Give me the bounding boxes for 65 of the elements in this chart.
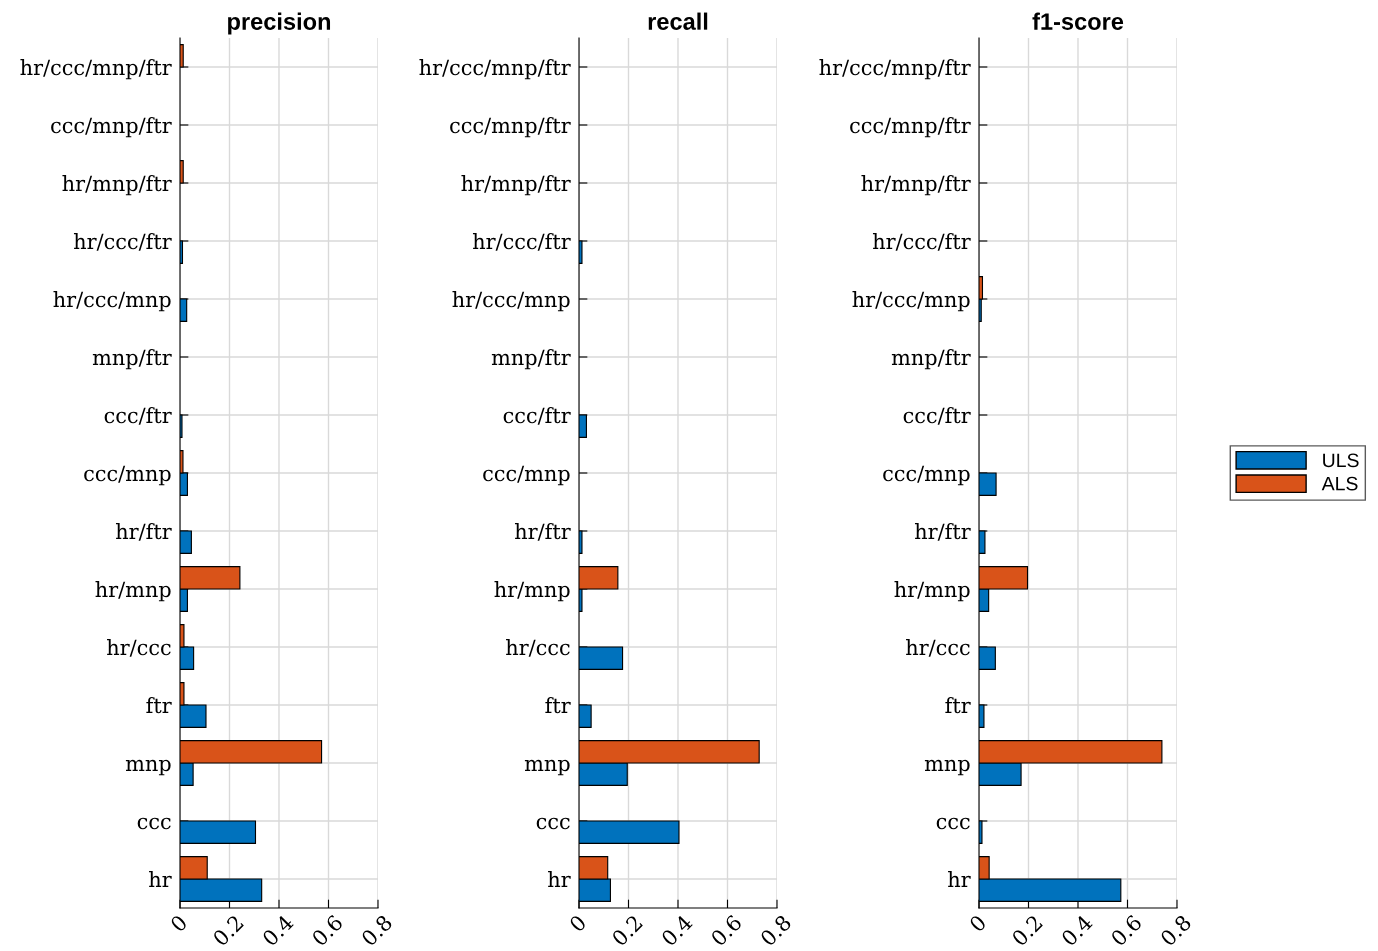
y-tick-label: hr/ftr — [914, 523, 971, 541]
y-tick-label: ccc/mnp/ftr — [850, 117, 971, 138]
y-tick-label: hr/ccc/mnp/ftr — [419, 59, 571, 80]
y-tick-label: hr/ftr — [514, 523, 571, 541]
y-tick-label: mnp — [125, 759, 171, 776]
y-tick-label: hr/ccc — [506, 639, 570, 657]
y-tick-label: hr/ccc/mnp — [452, 291, 570, 312]
x-tick-label: 0.6 — [310, 914, 344, 947]
y-tick-label: mnp/ftr — [491, 349, 571, 370]
x-tick-label: 0.8 — [360, 914, 393, 947]
chart-title: precision — [228, 12, 331, 35]
y-tick-label: hr/ftr — [115, 523, 172, 541]
x-tick-label: 0.8 — [1159, 914, 1192, 947]
x-tick-label: 0.4 — [261, 913, 295, 947]
x-tick-label: 0 — [169, 914, 188, 933]
x-tick-label: 0.6 — [709, 914, 743, 947]
legend-label: ULS — [1323, 453, 1359, 468]
y-tick-label: hr/ccc/ftr — [872, 233, 971, 251]
y-tick-label: ccc/mnp/ftr — [450, 117, 571, 138]
y-tick-label: ftr — [945, 697, 971, 714]
y-tick-label: ccc — [137, 817, 171, 830]
x-tick-label: 0.4 — [660, 913, 694, 947]
chart-title: recall — [648, 12, 708, 30]
y-tick-label: ftr — [146, 697, 172, 714]
y-tick-label: hr/mnp — [894, 581, 970, 602]
y-tick-label: hr/ccc/ftr — [73, 233, 172, 251]
y-tick-label: ccc — [936, 817, 970, 830]
y-tick-label: hr — [149, 871, 172, 887]
y-tick-label: mnp — [524, 759, 570, 776]
chart-title: f1-score — [1032, 12, 1124, 30]
y-tick-label: mnp — [924, 759, 970, 776]
x-tick-label: 0.6 — [1109, 914, 1143, 947]
y-tick-label: hr/mnp/ftr — [861, 175, 971, 196]
y-tick-label: ccc/mnp — [483, 465, 570, 486]
y-tick-label: ftr — [545, 697, 571, 714]
legend-label: ALS — [1321, 476, 1358, 491]
x-tick-label: 0.8 — [759, 914, 792, 947]
y-tick-label: hr/ccc/mnp — [852, 291, 970, 312]
y-tick-label: mnp/ftr — [891, 349, 971, 370]
y-tick-label: ccc — [536, 817, 570, 830]
x-tick-label: 0 — [568, 914, 587, 933]
y-tick-label: hr/ccc/ftr — [472, 233, 571, 251]
x-tick-label: 0.4 — [1060, 913, 1094, 947]
x-tick-label: 0.2 — [610, 914, 644, 947]
y-tick-label: ccc/ftr — [503, 407, 571, 425]
y-tick-label: ccc/mnp — [883, 465, 970, 486]
x-tick-label: 0.2 — [211, 914, 245, 947]
y-tick-label: hr/ccc/mnp — [53, 291, 171, 312]
y-tick-label: hr/ccc/mnp/ftr — [20, 59, 172, 80]
y-tick-label: hr — [948, 871, 971, 887]
y-tick-label: ccc/ftr — [903, 407, 971, 425]
y-tick-label: hr/mnp — [95, 581, 171, 602]
y-tick-label: ccc/ftr — [104, 407, 172, 425]
y-tick-label: hr — [548, 871, 571, 887]
y-tick-label: hr/mnp/ftr — [62, 175, 172, 196]
x-tick-label: 0.2 — [1010, 914, 1044, 947]
y-tick-label: hr/mnp — [494, 581, 570, 602]
y-tick-label: ccc/mnp/ftr — [51, 117, 172, 138]
y-tick-label: hr/ccc/mnp/ftr — [819, 59, 971, 80]
y-tick-label: hr/mnp/ftr — [461, 175, 571, 196]
y-tick-label: hr/ccc — [906, 639, 970, 657]
x-tick-label: 0 — [968, 914, 987, 933]
y-tick-label: hr/ccc — [107, 639, 171, 657]
y-tick-label: ccc/mnp — [84, 465, 171, 486]
y-tick-label: mnp/ftr — [92, 349, 172, 370]
